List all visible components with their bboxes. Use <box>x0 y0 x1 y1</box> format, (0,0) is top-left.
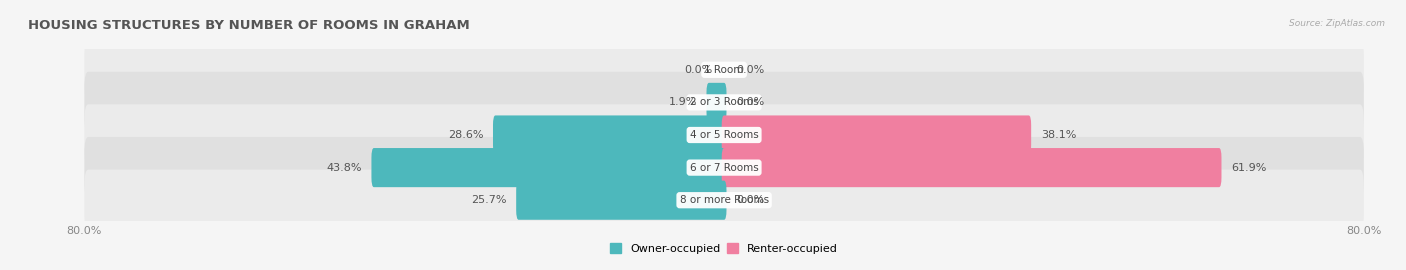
FancyBboxPatch shape <box>84 170 1364 231</box>
Text: 61.9%: 61.9% <box>1232 163 1267 173</box>
Text: 25.7%: 25.7% <box>471 195 506 205</box>
Text: 6 or 7 Rooms: 6 or 7 Rooms <box>690 163 758 173</box>
Text: 43.8%: 43.8% <box>326 163 361 173</box>
Text: 0.0%: 0.0% <box>737 65 765 75</box>
FancyBboxPatch shape <box>706 83 727 122</box>
Text: 1 Room: 1 Room <box>704 65 744 75</box>
Text: 4 or 5 Rooms: 4 or 5 Rooms <box>690 130 758 140</box>
Text: HOUSING STRUCTURES BY NUMBER OF ROOMS IN GRAHAM: HOUSING STRUCTURES BY NUMBER OF ROOMS IN… <box>28 19 470 32</box>
Text: 0.0%: 0.0% <box>737 97 765 107</box>
FancyBboxPatch shape <box>721 116 1031 154</box>
FancyBboxPatch shape <box>721 148 1222 187</box>
FancyBboxPatch shape <box>371 148 727 187</box>
FancyBboxPatch shape <box>84 72 1364 133</box>
Text: 38.1%: 38.1% <box>1040 130 1076 140</box>
Legend: Owner-occupied, Renter-occupied: Owner-occupied, Renter-occupied <box>610 244 838 254</box>
FancyBboxPatch shape <box>84 39 1364 100</box>
Text: 2 or 3 Rooms: 2 or 3 Rooms <box>690 97 758 107</box>
Text: 8 or more Rooms: 8 or more Rooms <box>679 195 769 205</box>
FancyBboxPatch shape <box>84 104 1364 166</box>
Text: Source: ZipAtlas.com: Source: ZipAtlas.com <box>1289 19 1385 28</box>
Text: 0.0%: 0.0% <box>737 195 765 205</box>
Text: 28.6%: 28.6% <box>449 130 484 140</box>
FancyBboxPatch shape <box>84 137 1364 198</box>
Text: 1.9%: 1.9% <box>668 97 697 107</box>
FancyBboxPatch shape <box>516 181 727 220</box>
FancyBboxPatch shape <box>494 116 727 154</box>
Text: 0.0%: 0.0% <box>683 65 711 75</box>
